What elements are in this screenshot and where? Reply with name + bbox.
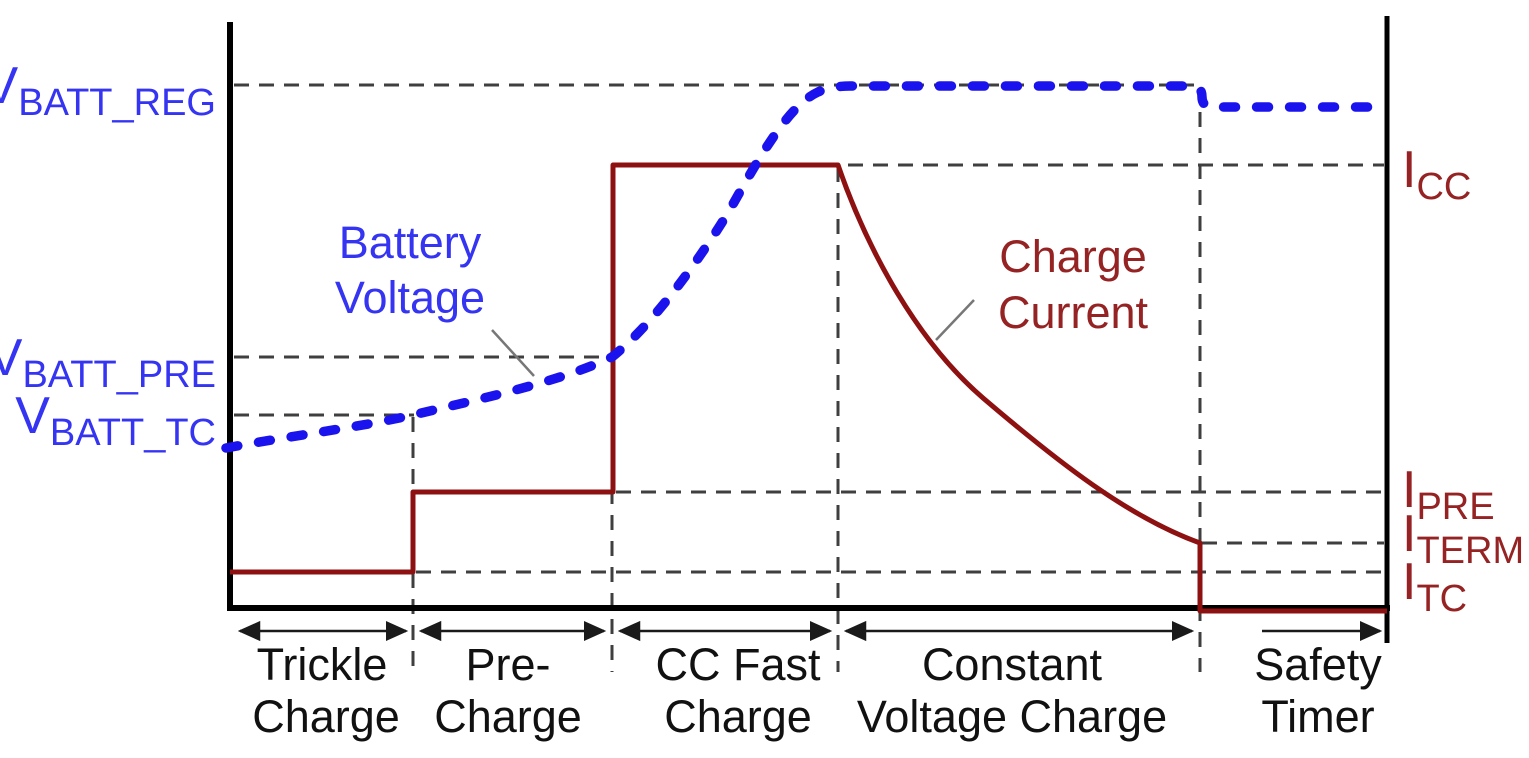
phase-trickle-line1: Trickle bbox=[257, 639, 388, 690]
charge-current-title-line1: Charge bbox=[999, 231, 1147, 282]
charge-current-curve bbox=[230, 162, 1387, 614]
phase-pre-line2: Charge bbox=[434, 691, 582, 742]
charge-current-title-line2: Current bbox=[998, 287, 1149, 338]
phase-cv-line2: Voltage Charge bbox=[857, 691, 1167, 742]
label-vbatt-pre: VBATT_PRE bbox=[0, 329, 216, 396]
phase-ccfast-line2: Charge bbox=[664, 691, 812, 742]
phase-pre-line1: Pre- bbox=[465, 639, 550, 690]
phase-boundaries bbox=[411, 112, 1202, 672]
voltage-leader-line bbox=[491, 329, 535, 377]
phase-trickle-line2: Charge bbox=[252, 691, 400, 742]
phase-cv-line1: Constant bbox=[922, 639, 1103, 690]
current-leader-line bbox=[935, 299, 975, 341]
label-vbatt-tc: VBATT_TC bbox=[15, 387, 216, 454]
phase-label-row: Trickle Charge Pre- Charge CC Fast Charg… bbox=[252, 639, 1382, 742]
label-iterm: ITERM bbox=[1402, 505, 1524, 572]
battery-voltage-title-line2: Voltage bbox=[335, 272, 485, 323]
reference-guides bbox=[234, 83, 1384, 574]
label-ipre: IPRE bbox=[1402, 461, 1495, 528]
phase-safety-line2: Timer bbox=[1261, 691, 1374, 742]
battery-voltage-title-line1: Battery bbox=[339, 217, 482, 268]
phase-safety-line1: Safety bbox=[1254, 639, 1382, 690]
axes bbox=[227, 16, 1390, 643]
label-vbatt-reg: VBATT_REG bbox=[0, 57, 216, 124]
battery-voltage-curve bbox=[221, 81, 1391, 453]
phase-ccfast-line1: CC Fast bbox=[655, 639, 821, 690]
label-itc: ITC bbox=[1402, 553, 1467, 620]
label-icc: ICC bbox=[1402, 141, 1471, 208]
